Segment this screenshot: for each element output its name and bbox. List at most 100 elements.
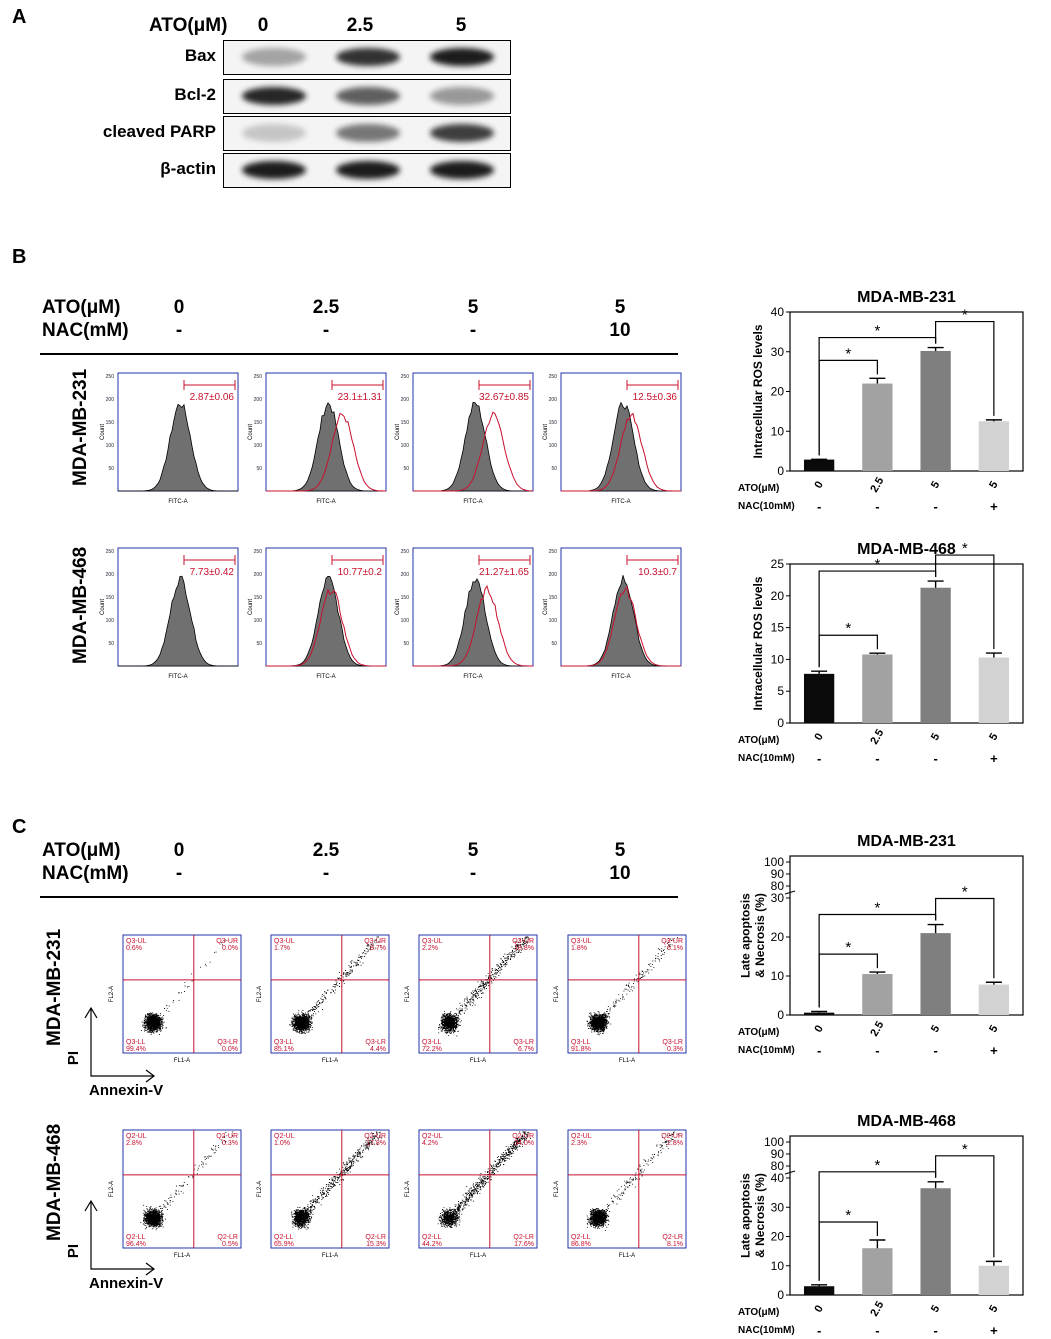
blot-row-label: β-actin: [160, 159, 216, 178]
nac-sign: -: [875, 499, 879, 514]
y-tick-label: 25: [771, 557, 785, 571]
histogram-ylabel: Count: [100, 599, 106, 615]
histogram-ytick: 200: [401, 572, 410, 578]
y-axis-label: Late apoptosis& Necrosis (%): [739, 893, 767, 978]
bar-chart: MDA-MB-468 0 5 10 15 20 25 Intracellular ROS le…: [738, 540, 1024, 766]
y-tick-label: 0: [777, 464, 784, 478]
quadrant-label: Q2-UR: [216, 1133, 238, 1140]
x-category-label: 0: [812, 479, 825, 490]
histogram-ytick: 50: [551, 466, 557, 472]
y-axis-label: Late apoptosis& Necrosis (%): [739, 1173, 767, 1258]
chart-title: MDA-MB-468: [857, 541, 956, 558]
blot-strip: [223, 153, 511, 188]
quadrant-label: Q3-LR: [662, 1039, 683, 1046]
dotplot-events: [141, 939, 226, 1036]
histogram-value: 12.5±0.36: [633, 392, 678, 403]
nac-value: -: [175, 863, 183, 884]
histogram-control: [118, 403, 238, 492]
significance-star: *: [962, 884, 968, 901]
histogram-xlabel: FITC-A: [463, 499, 482, 505]
histogram-value: 7.73±0.42: [190, 567, 235, 578]
blot-strip: [223, 79, 511, 114]
histogram-ytick: 50: [256, 641, 262, 647]
panel-letter-c: C: [12, 816, 27, 838]
y-tick-label: 10: [771, 1259, 785, 1273]
gate-bracket: [183, 555, 236, 565]
quadrant-label: Q2-LR: [217, 1234, 238, 1241]
ato-value: 2.5: [312, 297, 340, 318]
x-category-label: 5: [929, 1023, 942, 1034]
blot-dose: 2.5: [346, 15, 374, 36]
x-category-label: 5: [929, 1303, 942, 1314]
histogram-xlabel: FITC-A: [611, 674, 630, 680]
quadrant-label: Q2-LL: [274, 1234, 294, 1241]
quadrant-value: 0.0%: [222, 945, 238, 952]
quadrant-value: 4.2%: [422, 1140, 438, 1147]
flow-cytometry-plots: 2.87±0.0625020015010050CountFITC-A23.1±1…: [65, 372, 687, 1292]
ros-histogram: 10.3±0.7 250 200 150 100 50 Count FITC-A: [543, 547, 682, 680]
y-tick-label: 80: [771, 1159, 785, 1173]
quadrant-value: 85.1%: [274, 1046, 294, 1053]
blot-row-label: cleaved PARP: [102, 122, 216, 141]
y-tick-label: 0: [777, 1288, 784, 1302]
error-bar: [985, 652, 1002, 658]
bar: [978, 657, 1010, 723]
histogram-ylabel: Count: [395, 424, 401, 440]
axis-label-annexin: Annexin-V: [89, 1275, 163, 1292]
histogram-ytick: 100: [401, 618, 410, 624]
histogram-ytick: 250: [549, 374, 558, 380]
gate-bracket: [331, 555, 384, 565]
y-tick-label: 100: [764, 855, 784, 869]
histogram-ytick: 150: [106, 595, 115, 601]
error-bar: [811, 1010, 828, 1013]
nac-label: NAC(mM): [42, 863, 129, 884]
dotplot-events: [438, 936, 530, 1037]
ros-histogram: 23.1±1.31 250 200 150 100 50 Count FITC-A: [248, 372, 387, 505]
quadrant-label: Q2-LL: [422, 1234, 442, 1241]
dotplot-ylabel: FL2-A: [405, 986, 411, 1002]
y-tick-label: 30: [771, 1200, 785, 1214]
nac-sign: -: [817, 499, 821, 514]
significance-star: *: [845, 620, 851, 637]
axis-label-pi: PI: [65, 1051, 82, 1065]
quadrant-value: 17.6%: [514, 1241, 534, 1248]
error-bar: [927, 923, 944, 934]
ato-label: ATO(μM): [42, 840, 121, 861]
histogram-ytick: 200: [401, 397, 410, 403]
quadrant-label: Q2-LR: [365, 1234, 386, 1241]
x-category-label: 2.5: [868, 1019, 886, 1038]
ato-value: 5: [467, 297, 479, 318]
error-bar: [869, 971, 886, 975]
y-tick-label: 20: [771, 930, 785, 944]
significance-star: *: [845, 1207, 851, 1224]
blot-band: [242, 124, 306, 142]
error-bar: [985, 419, 1002, 422]
dotplot-frame: [270, 1129, 390, 1249]
y-tick-label: 20: [771, 385, 785, 399]
dotplot-xlabel: FL1-A: [470, 1058, 486, 1064]
blot-band: [336, 87, 400, 105]
quadrant-label: Q3-UR: [364, 938, 386, 945]
error-bar: [811, 670, 828, 674]
y-tick-label: 10: [771, 652, 785, 666]
histogram-ytick: 200: [106, 572, 115, 578]
blot-band: [242, 87, 306, 105]
dotplot-ylabel: FL2-A: [405, 1181, 411, 1197]
dotplot-ylabel: FL2-A: [109, 1181, 115, 1197]
dotplot-frame: [418, 1129, 538, 1249]
histogram-ytick: 200: [549, 572, 558, 578]
bar: [803, 673, 835, 723]
dotplot-xlabel: FL1-A: [174, 1058, 190, 1064]
error-bar: [927, 346, 944, 351]
quadrant-label: Q2-UL: [126, 1133, 147, 1140]
quadrant-value: 0.3%: [222, 1140, 238, 1147]
quadrant-value: 6.7%: [518, 1046, 534, 1053]
quadrant-value: 1.7%: [274, 945, 290, 952]
blot-band: [336, 124, 400, 142]
nac-sign: -: [817, 1043, 821, 1058]
dotplot-xlabel: FL1-A: [174, 1253, 190, 1259]
bar: [862, 974, 893, 1015]
